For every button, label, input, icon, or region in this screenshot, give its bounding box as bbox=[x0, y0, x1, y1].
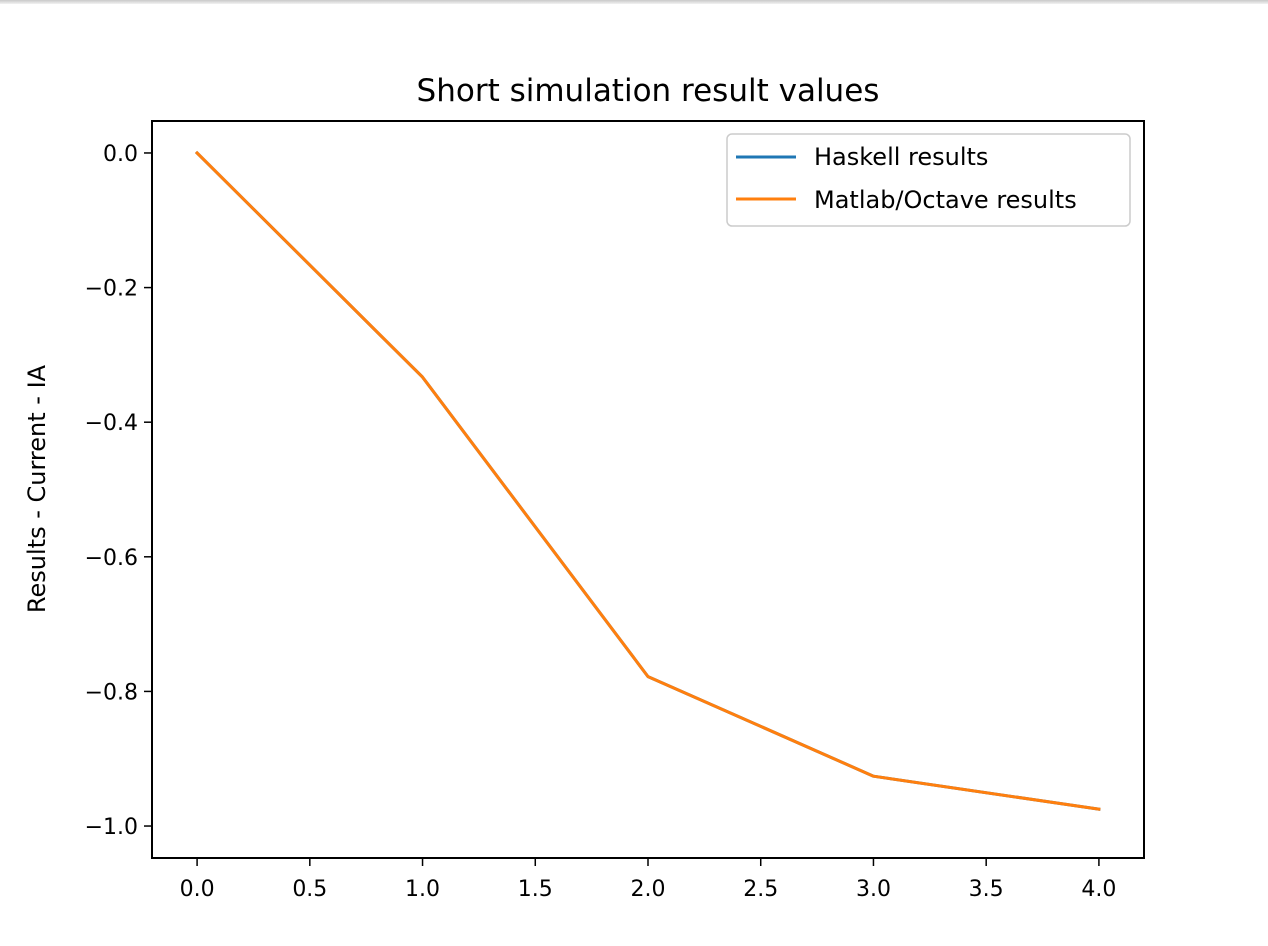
y-tick-label: 0.0 bbox=[103, 142, 138, 167]
y-axis-ticks: 0.0 −0.2 −0.4 −0.6 −0.8 −1.0 bbox=[85, 142, 152, 840]
legend-label-haskell: Haskell results bbox=[814, 143, 988, 171]
legend-label-matlab: Matlab/Octave results bbox=[814, 186, 1077, 214]
plot-frame bbox=[151, 120, 1145, 859]
y-tick-label: −0.2 bbox=[85, 277, 138, 302]
series-layer bbox=[194, 150, 1101, 811]
x-tick-label: 1.5 bbox=[518, 877, 553, 902]
y-tick-label: −0.8 bbox=[85, 680, 138, 705]
y-axis-label: Results - Current - IA bbox=[23, 364, 51, 613]
series-line-matlab-octave bbox=[194, 150, 1101, 811]
legend-box bbox=[726, 133, 1131, 227]
x-tick-label: 0.0 bbox=[180, 877, 215, 902]
legend: Haskell results Matlab/Octave results bbox=[726, 133, 1131, 227]
x-axis-ticks: 0.0 0.5 1.0 1.5 2.0 2.5 3.0 3.5 4.0 bbox=[180, 858, 1116, 902]
x-tick-label: 4.0 bbox=[1081, 877, 1116, 902]
x-tick-label: 0.5 bbox=[292, 877, 327, 902]
y-tick-label: −0.4 bbox=[85, 411, 138, 436]
chart-title: Short simulation result values bbox=[417, 73, 880, 109]
y-tick-label: −0.6 bbox=[85, 546, 138, 571]
x-tick-label: 3.5 bbox=[969, 877, 1004, 902]
x-tick-label: 2.5 bbox=[743, 877, 778, 902]
x-tick-label: 1.0 bbox=[405, 877, 440, 902]
series-line-haskell bbox=[194, 150, 1101, 811]
y-tick-label: −1.0 bbox=[85, 815, 138, 840]
x-tick-label: 3.0 bbox=[856, 877, 891, 902]
window-top-edge bbox=[0, 0, 1268, 4]
x-tick-label: 2.0 bbox=[631, 877, 666, 902]
